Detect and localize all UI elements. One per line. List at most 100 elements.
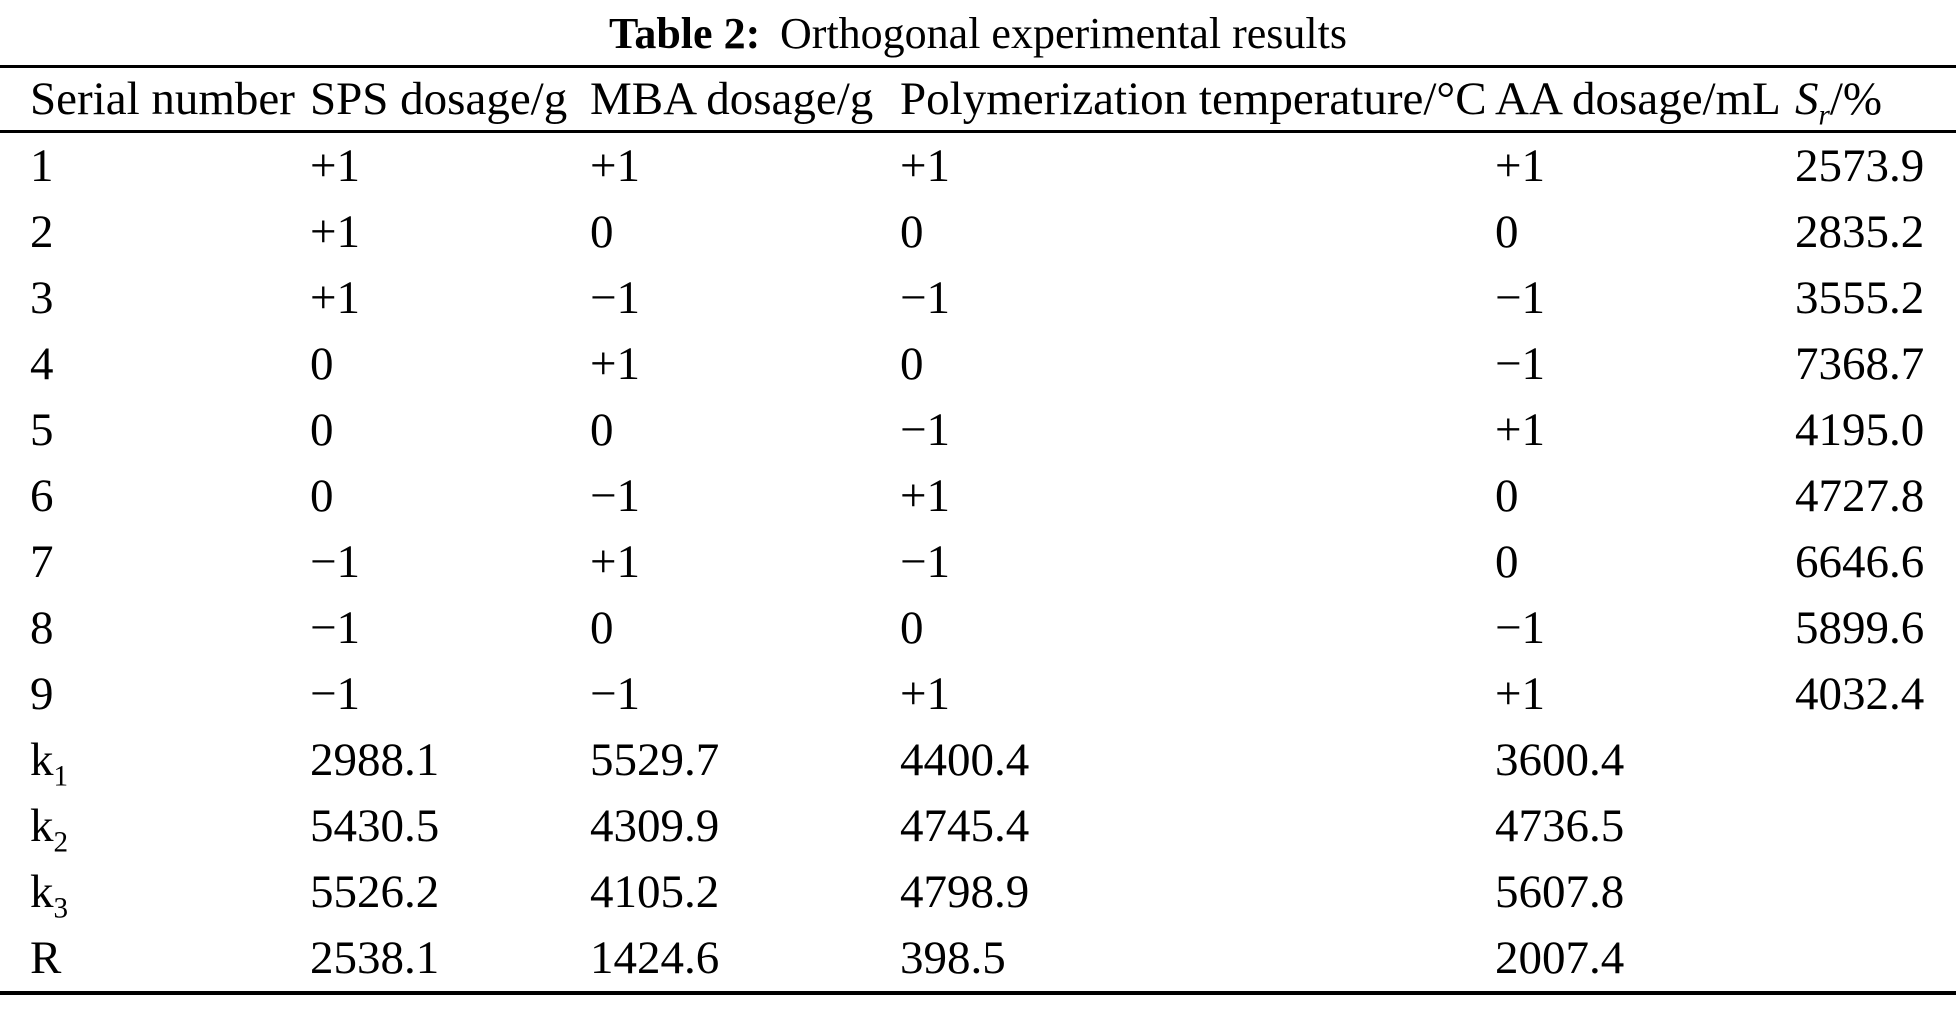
cell-stat-label: k1 — [0, 727, 310, 793]
cell-sr: 3555.2 — [1795, 272, 1925, 324]
cell-temp: 0 — [900, 206, 924, 258]
stat-label-subscript: 3 — [53, 892, 69, 925]
cell-serial: 9 — [30, 668, 54, 720]
cell-temp: −1 — [900, 272, 951, 324]
cell-sps: 2538.1 — [310, 932, 440, 984]
cell-temp: +1 — [900, 668, 951, 720]
cell-temp: 0 — [900, 338, 924, 390]
cell-temp: 0 — [900, 602, 924, 654]
table-row-range: R 2538.1 1424.6 398.5 2007.4 — [0, 925, 1956, 993]
col-header-polymerization-temperature: Polymerization temperature/°C — [900, 73, 1487, 125]
cell-temp: −1 — [900, 536, 951, 588]
cell-sr: 4032.4 — [1795, 668, 1925, 720]
cell-mba: 0 — [590, 206, 614, 258]
cell-sps: −1 — [310, 668, 361, 720]
cell-mba: +1 — [590, 536, 641, 588]
col-header-sr: Sr/% — [1795, 67, 1956, 132]
cell-temp: 398.5 — [900, 932, 1006, 984]
cell-serial: 7 — [30, 536, 54, 588]
cell-aa: +1 — [1495, 140, 1546, 192]
cell-aa: −1 — [1495, 272, 1546, 324]
cell-temp: 4400.4 — [900, 734, 1030, 786]
cell-temp: 4798.9 — [900, 866, 1030, 918]
cell-stat-label: k3 — [0, 859, 310, 925]
cell-mba: 4105.2 — [590, 866, 720, 918]
table-caption: Table 2: Orthogonal experimental results — [0, 3, 1956, 65]
table-row-k3: k3 5526.2 4105.2 4798.9 5607.8 — [0, 859, 1956, 925]
cell-sps: −1 — [310, 602, 361, 654]
cell-aa: 2007.4 — [1495, 932, 1625, 984]
stat-label-base: k — [30, 866, 54, 918]
cell-aa: 0 — [1495, 536, 1519, 588]
cell-mba: 1424.6 — [590, 932, 720, 984]
sr-subscript: r — [1818, 99, 1830, 132]
cell-sr: 2573.9 — [1795, 140, 1925, 192]
cell-mba: +1 — [590, 140, 641, 192]
table-row: 8 −1 0 0 −1 5899.6 — [0, 595, 1956, 661]
cell-sr — [1795, 925, 1956, 993]
stat-label-base: k — [30, 800, 54, 852]
table-row-k2: k2 5430.5 4309.9 4745.4 4736.5 — [0, 793, 1956, 859]
cell-temp: +1 — [900, 470, 951, 522]
cell-sr: 4727.8 — [1795, 470, 1925, 522]
cell-sps: +1 — [310, 272, 361, 324]
cell-mba: −1 — [590, 470, 641, 522]
cell-aa: −1 — [1495, 338, 1546, 390]
cell-sps: +1 — [310, 206, 361, 258]
cell-sps: −1 — [310, 536, 361, 588]
cell-serial: 1 — [30, 140, 54, 192]
stat-label-subscript: 2 — [53, 826, 69, 859]
cell-serial: 6 — [30, 470, 54, 522]
cell-aa: 4736.5 — [1495, 800, 1625, 852]
table-row: 5 0 0 −1 +1 4195.0 — [0, 397, 1956, 463]
cell-sr: 7368.7 — [1795, 338, 1925, 390]
cell-sps: 0 — [310, 404, 334, 456]
table-row: 4 0 +1 0 −1 7368.7 — [0, 331, 1956, 397]
cell-temp: +1 — [900, 140, 951, 192]
cell-aa: 5607.8 — [1495, 866, 1625, 918]
stat-label-base: R — [30, 932, 62, 984]
col-header-serial-number: Serial number — [30, 73, 295, 125]
cell-sps: 5430.5 — [310, 800, 440, 852]
table-row: 1 +1 +1 +1 +1 2573.9 — [0, 132, 1956, 200]
cell-sr: 4195.0 — [1795, 404, 1925, 456]
cell-sr — [1795, 727, 1956, 793]
table-row: 2 +1 0 0 0 2835.2 — [0, 199, 1956, 265]
cell-sr: 6646.6 — [1795, 536, 1925, 588]
cell-aa: 0 — [1495, 206, 1519, 258]
header-row: Serial number SPS dosage/g MBA dosage/g … — [0, 67, 1956, 132]
cell-sps: 0 — [310, 470, 334, 522]
sr-symbol: S — [1795, 73, 1819, 125]
col-header-mba-dosage: MBA dosage/g — [590, 73, 874, 125]
cell-serial: 5 — [30, 404, 54, 456]
cell-serial: 2 — [30, 206, 54, 258]
table-row: 6 0 −1 +1 0 4727.8 — [0, 463, 1956, 529]
cell-sr: 5899.6 — [1795, 602, 1925, 654]
cell-serial: 3 — [30, 272, 54, 324]
cell-mba: 5529.7 — [590, 734, 720, 786]
cell-aa: 3600.4 — [1495, 734, 1625, 786]
cell-sr — [1795, 793, 1956, 859]
cell-mba: 4309.9 — [590, 800, 720, 852]
cell-temp: 4745.4 — [900, 800, 1030, 852]
cell-stat-label: k2 — [0, 793, 310, 859]
cell-sr: 2835.2 — [1795, 206, 1925, 258]
table-row: 9 −1 −1 +1 +1 4032.4 — [0, 661, 1956, 727]
cell-sps: 5526.2 — [310, 866, 440, 918]
cell-aa: +1 — [1495, 404, 1546, 456]
table-row: 3 +1 −1 −1 −1 3555.2 — [0, 265, 1956, 331]
cell-mba: −1 — [590, 272, 641, 324]
cell-sps: +1 — [310, 140, 361, 192]
stat-label-base: k — [30, 734, 54, 786]
col-header-aa-dosage: AA dosage/mL — [1495, 73, 1781, 125]
cell-sps: 0 — [310, 338, 334, 390]
cell-serial: 4 — [30, 338, 54, 390]
cell-mba: +1 — [590, 338, 641, 390]
cell-aa: −1 — [1495, 602, 1546, 654]
cell-mba: 0 — [590, 602, 614, 654]
cell-sr — [1795, 859, 1956, 925]
sr-unit: /% — [1829, 73, 1883, 125]
table-row-k1: k1 2988.1 5529.7 4400.4 3600.4 — [0, 727, 1956, 793]
cell-aa: 0 — [1495, 470, 1519, 522]
